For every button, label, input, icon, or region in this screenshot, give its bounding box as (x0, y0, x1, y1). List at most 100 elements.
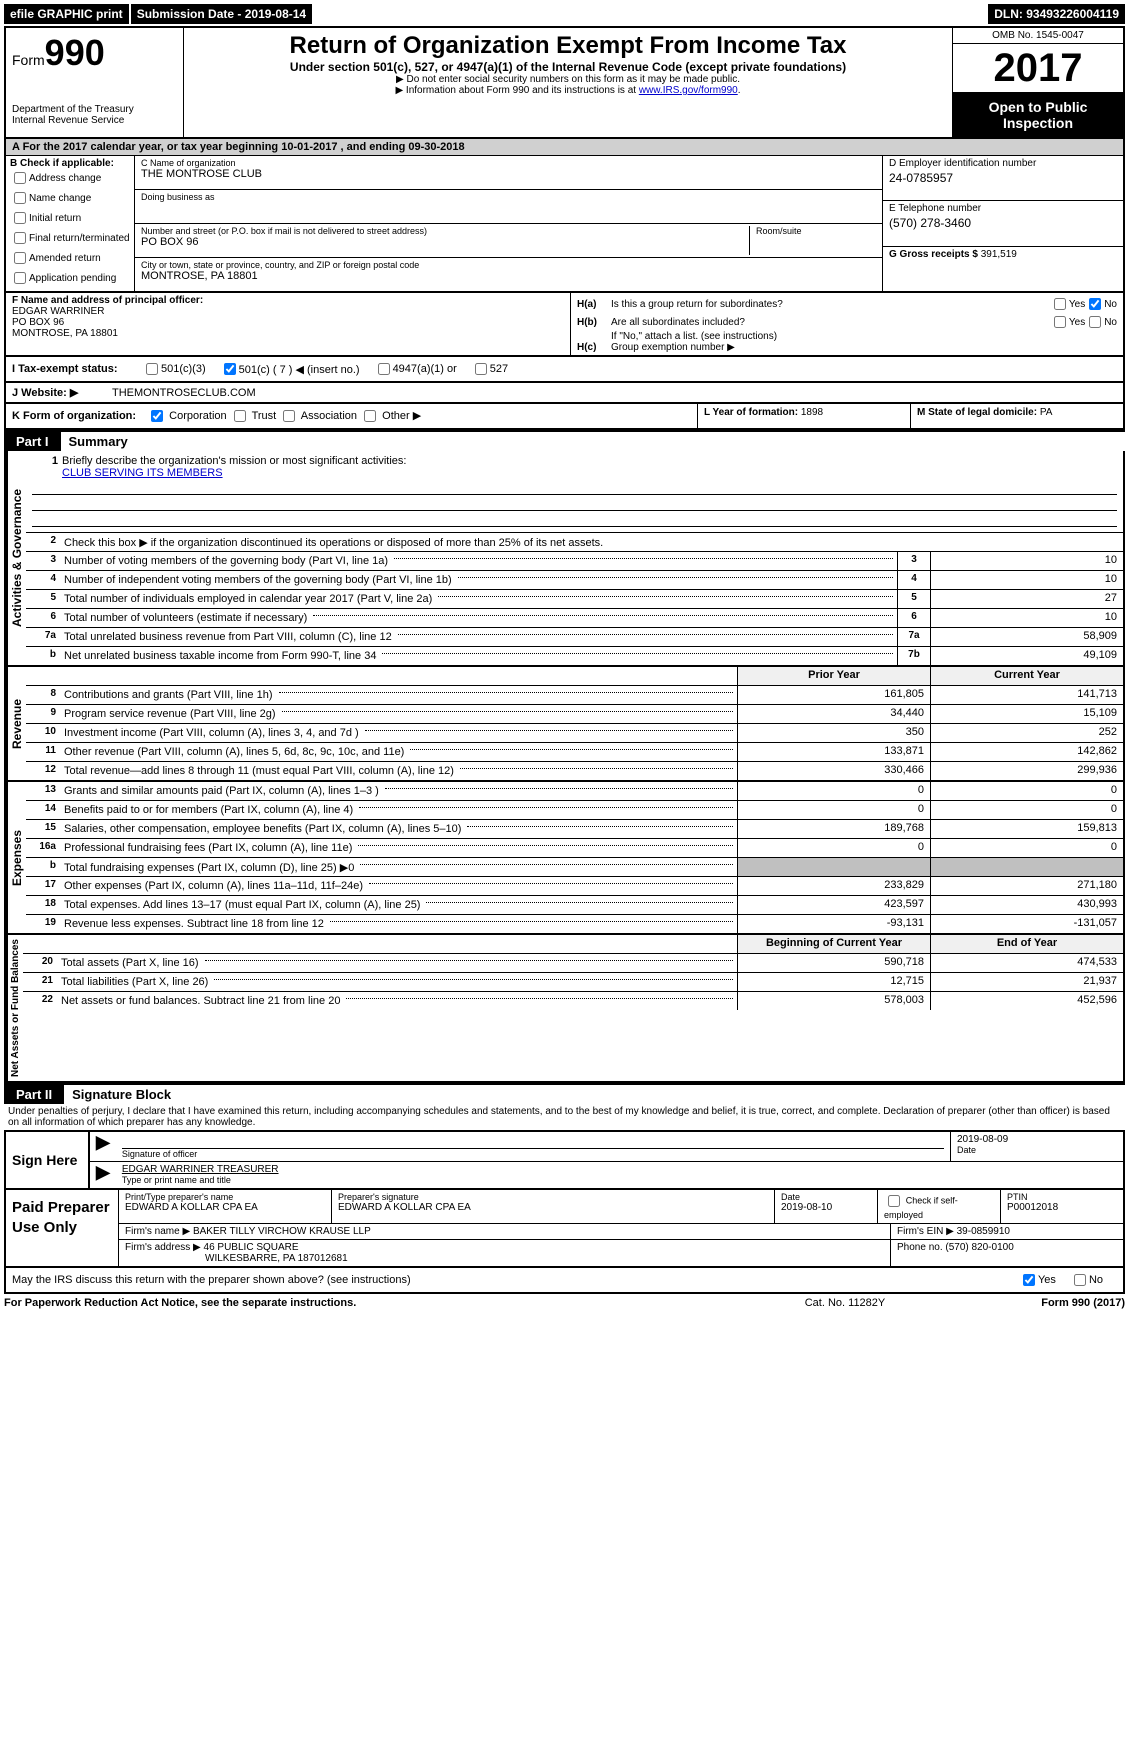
checkbox-discuss-no[interactable] (1074, 1274, 1086, 1286)
footer-right: Form 990 (2017) (945, 1297, 1125, 1309)
checkbox-hb-yes[interactable] (1054, 316, 1066, 328)
mission-link[interactable]: CLUB SERVING ITS MEMBERS (62, 467, 223, 479)
section-b: B Check if applicable: Address change Na… (6, 156, 135, 291)
checkbox-address-change[interactable] (14, 172, 26, 184)
city-value: MONTROSE, PA 18801 (141, 270, 876, 282)
rev-header-row: Prior Year Current Year (26, 667, 1123, 686)
prep-date: 2019-08-10 (781, 1202, 871, 1213)
addr-value: PO BOX 96 (141, 236, 743, 248)
table-row: 11Other revenue (Part VIII, column (A), … (26, 743, 1123, 762)
table-row: 5Total number of individuals employed in… (26, 590, 1123, 609)
declaration-text: Under penalties of perjury, I declare th… (4, 1104, 1125, 1131)
city-label: City or town, state or province, country… (141, 260, 876, 270)
checkbox-initial-return[interactable] (14, 212, 26, 224)
officer-addr2: MONTROSE, PA 18801 (12, 328, 564, 339)
table-row: 21Total liabilities (Part X, line 26)12,… (23, 973, 1123, 992)
form-header: Form990 Department of the Treasury Inter… (4, 26, 1125, 139)
vtext-na: Net Assets or Fund Balances (6, 935, 23, 1081)
section-j: J Website: ▶ THEMONTROSECLUB.COM (4, 383, 1125, 404)
checkbox-hb-no[interactable] (1089, 316, 1101, 328)
officer-label: F Name and address of principal officer: (12, 295, 564, 306)
dept-label: Department of the Treasury (12, 104, 177, 115)
checkbox-trust[interactable] (234, 410, 246, 422)
table-row: 6Total number of volunteers (estimate if… (26, 609, 1123, 628)
checkbox-501c[interactable] (224, 363, 236, 375)
checkbox-527[interactable] (475, 363, 487, 375)
summary-rev: Revenue Prior Year Current Year 8Contrib… (4, 667, 1125, 782)
checkbox-assoc[interactable] (283, 410, 295, 422)
section-m: M State of legal domicile: PA (910, 404, 1123, 428)
firm-name: BAKER TILLY VIRCHOW KRAUSE LLP (193, 1226, 371, 1237)
summary-ag: Activities & Governance 1Briefly describ… (4, 451, 1125, 667)
efile-header-bar: efile GRAPHIC print Submission Date - 20… (4, 4, 1125, 24)
checkbox-amended[interactable] (14, 252, 26, 264)
firm-addr: 46 PUBLIC SQUARE (204, 1242, 299, 1253)
hb-note: If "No," attach a list. (see instruction… (577, 331, 1117, 342)
room-label: Room/suite (756, 226, 876, 236)
table-row: 12Total revenue—add lines 8 through 11 (… (26, 762, 1123, 780)
paid-preparer-block: Paid Preparer Use Only Print/Type prepar… (4, 1190, 1125, 1268)
omb-label: OMB No. 1545-0047 (953, 28, 1123, 44)
checkbox-name-change[interactable] (14, 192, 26, 204)
table-row: 7aTotal unrelated business revenue from … (26, 628, 1123, 647)
table-row: 16aProfessional fundraising fees (Part I… (26, 839, 1123, 858)
table-row: bNet unrelated business taxable income f… (26, 647, 1123, 665)
checkbox-final-return[interactable] (14, 232, 26, 244)
checkbox-ha-no[interactable] (1089, 298, 1101, 310)
sign-here-label: Sign Here (6, 1132, 90, 1188)
officer-addr1: PO BOX 96 (12, 317, 564, 328)
vtext-exp: Expenses (6, 782, 26, 933)
phone-value: (570) 278-3460 (889, 216, 1117, 230)
sig-officer-label: Signature of officer (122, 1149, 944, 1159)
section-l: L Year of formation: 1898 (697, 404, 910, 428)
form-note2: ▶ Information about Form 990 and its ins… (194, 85, 942, 96)
sig-date: 2019-08-09 (957, 1134, 1117, 1145)
section-c: C Name of organization THE MONTROSE CLUB… (135, 156, 883, 291)
checkbox-501c3[interactable] (146, 363, 158, 375)
line1: 1Briefly describe the organization's mis… (26, 451, 1123, 533)
gross-value: 391,519 (981, 249, 1017, 260)
discuss-row: May the IRS discuss this return with the… (4, 1268, 1125, 1294)
section-a: A For the 2017 calendar year, or tax yea… (4, 139, 1125, 156)
checkbox-other[interactable] (364, 410, 376, 422)
inspection-label: Open to Public Inspection (953, 93, 1123, 137)
section-k: K Form of organization: Corporation Trus… (6, 404, 697, 428)
table-row: bTotal fundraising expenses (Part IX, co… (26, 858, 1123, 877)
irs-link[interactable]: www.IRS.gov/form990 (639, 85, 738, 96)
addr-label: Number and street (or P.O. box if mail i… (141, 226, 743, 236)
checkbox-4947[interactable] (378, 363, 390, 375)
info-grid: B Check if applicable: Address change Na… (4, 156, 1125, 293)
section-d: D Employer identification number 24-0785… (883, 156, 1123, 291)
checkbox-discuss-yes[interactable] (1023, 1274, 1035, 1286)
prep-name: EDWARD A KOLLAR CPA EA (125, 1202, 325, 1213)
sign-here-block: Sign Here ▶ Signature of officer 2019-08… (4, 1131, 1125, 1190)
section-k-l-m: K Form of organization: Corporation Trus… (4, 404, 1125, 430)
table-row: 8Contributions and grants (Part VIII, li… (26, 686, 1123, 705)
efile-label: efile GRAPHIC print (4, 4, 129, 24)
tax-year: 2017 (953, 44, 1123, 93)
checkbox-ha-yes[interactable] (1054, 298, 1066, 310)
checkbox-self-employed[interactable] (888, 1195, 900, 1207)
firm-ein: 39-0859910 (957, 1226, 1010, 1237)
summary-exp: Expenses 13Grants and similar amounts pa… (4, 782, 1125, 935)
org-name: THE MONTROSE CLUB (141, 168, 876, 180)
dln: DLN: 93493226004119 (988, 4, 1125, 24)
part2-header: Part II Signature Block (4, 1083, 1125, 1104)
section-h: H(a) Is this a group return for subordin… (571, 293, 1123, 355)
phone-label: E Telephone number (889, 203, 1117, 214)
table-row: 14Benefits paid to or for members (Part … (26, 801, 1123, 820)
vtext-rev: Revenue (6, 667, 26, 780)
part1-header: Part I Summary (4, 430, 1125, 451)
section-f: F Name and address of principal officer:… (6, 293, 571, 355)
checkbox-app-pending[interactable] (14, 272, 26, 284)
table-row: 10Investment income (Part VIII, column (… (26, 724, 1123, 743)
section-b-header: B Check if applicable: (10, 158, 130, 169)
form-title-block: Return of Organization Exempt From Incom… (184, 28, 952, 137)
officer-name: EDGAR WARRINER (12, 306, 564, 317)
table-row: 17Other expenses (Part IX, column (A), l… (26, 877, 1123, 896)
submission-date: Submission Date - 2019-08-14 (131, 4, 312, 24)
officer-printed-name: EDGAR WARRINER TREASURER (122, 1164, 1117, 1175)
org-name-label: C Name of organization (141, 158, 876, 168)
checkbox-corp[interactable] (151, 410, 163, 422)
table-row: 18Total expenses. Add lines 13–17 (must … (26, 896, 1123, 915)
